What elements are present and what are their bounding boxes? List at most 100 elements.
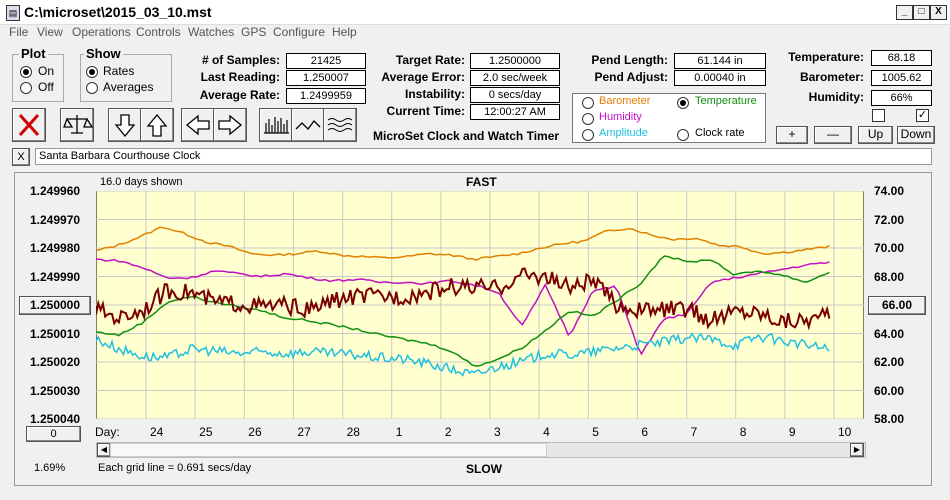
humidity-value: 66%	[871, 90, 932, 106]
y-left-tick: 1.250040	[30, 412, 81, 426]
arrow-down-button[interactable]	[108, 108, 142, 142]
checkbox-right-checked[interactable]: ✓	[916, 109, 929, 122]
fast-label: FAST	[466, 175, 497, 189]
x-tick-label: 8	[739, 425, 747, 439]
sensor-barometer-label: Barometer	[599, 95, 651, 107]
sensor-amplitude-radio[interactable]	[582, 129, 594, 141]
x-tick-label: 1	[395, 425, 403, 439]
y-left-tick: 1.249990	[30, 269, 81, 284]
series-line-3	[96, 332, 830, 377]
day-axis-label: Day:	[95, 425, 120, 439]
arrow-up-button[interactable]	[140, 108, 174, 142]
y-right-tick: 62.00	[874, 355, 905, 369]
y-left-tick: 1.250030	[30, 383, 81, 398]
humidity-label: Humidity:	[808, 90, 864, 104]
grid-note-label: Each grid line = 0.691 secs/day	[98, 462, 252, 474]
average-error-value: 2.0 sec/week	[470, 70, 560, 86]
minimize-button[interactable]: _	[896, 5, 913, 20]
sensor-amplitude-label: Amplitude	[599, 127, 648, 139]
x-tick-label: 3	[494, 425, 501, 439]
sensor-humidity-radio[interactable]	[582, 113, 594, 125]
y-right-tick: 74.00	[874, 184, 905, 198]
sensor-barometer-radio[interactable]	[582, 97, 594, 109]
instability-label: Instability:	[404, 87, 465, 101]
menu-gps[interactable]: GPS	[241, 25, 267, 39]
center-rate-button[interactable]: 1.250000	[19, 296, 91, 315]
sensor-clock-rate-radio[interactable]	[677, 129, 689, 141]
show-averages-label: Averages	[103, 80, 154, 94]
show-group	[80, 54, 172, 102]
menu-help[interactable]: Help	[332, 25, 357, 39]
average-error-label: Average Error:	[381, 70, 465, 84]
scale-plus-button[interactable]: +	[776, 126, 808, 144]
arrow-right-button[interactable]	[213, 108, 247, 142]
stop-button[interactable]	[12, 108, 46, 142]
days-shown-label: 16.0 days shown	[100, 176, 183, 188]
temperature-label: Temperature:	[788, 50, 864, 64]
plot-on-label: On	[38, 64, 55, 78]
menu-watches[interactable]: Watches	[188, 25, 235, 39]
slow-label: SLOW	[466, 462, 502, 476]
plot-off-radio[interactable]	[20, 82, 32, 94]
pend-adjust-value: 0.00040 in	[674, 70, 766, 86]
scroll-left-arrow[interactable]: ◀	[97, 443, 111, 457]
clock-name-input[interactable]: Santa Barbara Courthouse Clock	[35, 148, 932, 165]
scale-up-button[interactable]: Up	[858, 126, 893, 144]
bar-graph-button[interactable]	[259, 108, 293, 142]
x-tick-label: 5	[592, 425, 599, 439]
show-group-label: Show	[84, 46, 123, 61]
average-rate-value: 1.2499959	[286, 88, 366, 104]
pend-adjust-label: Pend Adjust:	[594, 70, 668, 84]
percent-label: 1.69%	[34, 462, 66, 474]
x-tick-label: 6	[641, 425, 649, 439]
plot-off-label: Off	[38, 80, 54, 94]
sensor-temperature-label: Temperature	[695, 95, 757, 107]
scroll-thumb[interactable]	[110, 443, 547, 457]
scale-minus-button[interactable]: —	[814, 126, 852, 144]
y-left-tick: 1.249970	[30, 212, 81, 227]
target-rate-label: Target Rate:	[395, 53, 465, 67]
title-bar: ▤ C:\microset\2015_03_10.mst _ □ X	[0, 0, 950, 25]
multi-wave-button[interactable]	[323, 108, 357, 142]
close-button[interactable]: X	[930, 5, 947, 20]
x-tick-label: 4	[543, 425, 550, 439]
menu-controls[interactable]: Controls	[136, 25, 181, 39]
samples-label: # of Samples:	[201, 53, 280, 67]
zero-button[interactable]: 0	[26, 426, 81, 442]
show-averages-radio[interactable]	[86, 82, 98, 94]
pend-length-value: 61.144 in	[674, 53, 766, 69]
x-tick-label: 24	[150, 425, 164, 439]
y-left-tick: 1.249960	[30, 184, 81, 198]
menu-file[interactable]: File	[9, 25, 29, 39]
average-rate-label: Average Rate:	[199, 88, 280, 102]
checkbox-left[interactable]	[872, 109, 885, 122]
maximize-button[interactable]: □	[913, 5, 930, 20]
x-tick-label: 26	[248, 425, 262, 439]
scroll-right-arrow[interactable]: ▶	[850, 443, 864, 457]
menu-configure[interactable]: Configure	[273, 25, 326, 39]
wave-button[interactable]	[291, 108, 325, 142]
clear-clock-button[interactable]: X	[12, 148, 30, 166]
sensor-temperature-radio[interactable]	[677, 97, 689, 109]
center-temp-button[interactable]: 66.00	[868, 296, 926, 315]
temperature-value: 68.18	[871, 50, 932, 66]
wave-icon	[295, 120, 321, 130]
x-tick-label: 27	[297, 425, 311, 439]
menu-view[interactable]: View	[37, 25, 63, 39]
sensor-humidity-label: Humidity	[599, 111, 642, 123]
y-right-tick: 70.00	[874, 241, 905, 255]
arrow-left-icon	[185, 114, 210, 136]
plot-group	[12, 54, 64, 102]
show-rates-radio[interactable]	[86, 66, 98, 78]
x-tick-label: 2	[444, 425, 452, 439]
current-time-value: 12:00:27 AM	[470, 104, 560, 120]
arrow-left-button[interactable]	[181, 108, 215, 142]
scale-down-button[interactable]: Down	[897, 126, 935, 144]
menu-operations[interactable]: Operations	[72, 25, 131, 39]
menu-bar: File View Operations Controls Watches GP…	[0, 24, 950, 42]
balance-button[interactable]	[60, 108, 94, 142]
y-left-tick: 1.249980	[30, 241, 81, 255]
plot-on-radio[interactable]	[20, 66, 32, 78]
last-reading-label: Last Reading:	[200, 70, 280, 84]
arrow-right-icon	[218, 114, 243, 136]
